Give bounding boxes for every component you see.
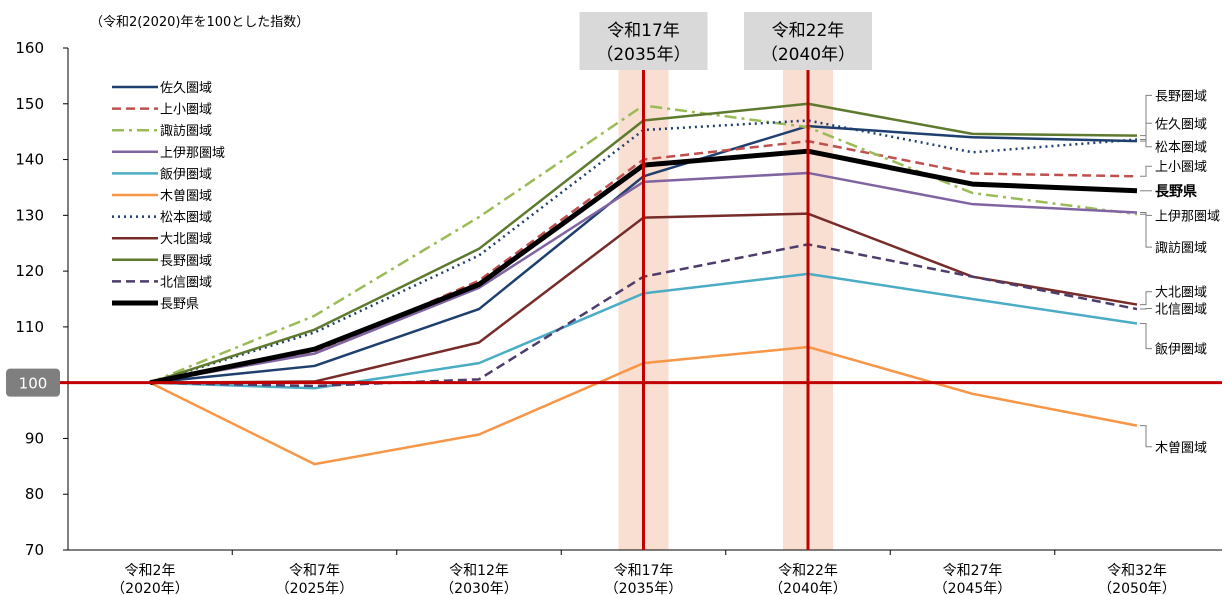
- x-tick-label: 令和17年: [614, 563, 674, 579]
- x-tick-label-year: （2040年）: [769, 581, 847, 595]
- chart-subtitle: （令和2(2020)年を100とした指数）: [90, 15, 309, 30]
- x-tick-label: 令和27年: [943, 563, 1003, 579]
- highlight-lines: [642, 68, 810, 550]
- x-tick-label-year: （2045年）: [934, 581, 1012, 595]
- legend-label-4: 飯伊圏域: [160, 167, 212, 182]
- x-tick-label: 令和7年: [289, 563, 340, 579]
- end-label-1: 佐久圏域: [1155, 117, 1207, 132]
- y-tick-label: 110: [15, 318, 44, 336]
- legend-label-7: 大北圏域: [160, 232, 212, 247]
- y-tick-label: 120: [15, 262, 44, 280]
- end-label-7: 大北圏域: [1155, 286, 1207, 301]
- callouts: 令和17年 （2035年） 令和22年 （2040年）: [579, 12, 872, 70]
- end-label-6: 諏訪圏域: [1155, 240, 1207, 256]
- y-tick-label: 70: [25, 541, 44, 559]
- end-leader-7: [1140, 291, 1152, 306]
- baseline-label: 100: [19, 375, 48, 393]
- x-tick-label-year: （2025年）: [276, 581, 354, 595]
- y-tick-label: 160: [15, 39, 44, 57]
- y-tick-label: 140: [15, 151, 44, 169]
- axes: 70 80 90 110 120 130 140 150 160 令和2年 （2020年） 令和7年 （…: [15, 39, 1222, 595]
- y-tick-label: 130: [15, 206, 44, 224]
- end-label-2: 松本圏域: [1155, 141, 1207, 156]
- y-tick-label: 80: [25, 485, 44, 503]
- end-label-0: 長野圏域: [1155, 89, 1207, 104]
- end-leader-9: [1140, 323, 1152, 350]
- callout-line1-1: 令和22年: [772, 21, 845, 41]
- legend-label-10: 長野県: [160, 297, 199, 312]
- x-tick-label: 令和12年: [449, 563, 509, 579]
- x-tick-label: 令和32年: [1107, 563, 1167, 579]
- legend-label-0: 佐久圏域: [160, 81, 212, 96]
- end-leader-0: [1140, 94, 1152, 137]
- callout-line2-0: （2035年）: [596, 45, 690, 65]
- callout-line1-0: 令和17年: [607, 21, 680, 41]
- legend-label-6: 松本圏域: [160, 211, 212, 226]
- legend-label-5: 木曽圏域: [160, 189, 212, 204]
- baseline-group: 100: [6, 368, 1222, 397]
- x-tick-label-year: （2020年）: [111, 581, 189, 595]
- end-label-4: 長野県: [1155, 184, 1197, 200]
- callout-box-0: [579, 12, 708, 70]
- x-tick-label: 令和2年: [125, 563, 176, 579]
- callout-line2-1: （2040年）: [761, 45, 855, 65]
- legend-label-3: 上伊那圏域: [160, 146, 225, 161]
- x-tick-label: 令和22年: [778, 563, 838, 579]
- end-label-9: 飯伊圏域: [1155, 343, 1207, 358]
- legend: 佐久圏域上小圏域諏訪圏域上伊那圏域飯伊圏域木曽圏域松本圏域大北圏域長野圏域北信圏…: [112, 81, 225, 312]
- end-leader-6: [1140, 213, 1152, 248]
- end-leader-8: [1140, 307, 1152, 310]
- end-label-3: 上小圏域: [1155, 160, 1207, 175]
- end-leader-10: [1140, 425, 1152, 448]
- end-leader-2: [1140, 138, 1152, 148]
- end-label-10: 木曽圏域: [1155, 441, 1207, 456]
- x-tick-label-year: （2035年）: [605, 581, 683, 595]
- highlight-bands: [618, 70, 833, 550]
- legend-label-9: 北信圏域: [160, 275, 212, 290]
- end-label-5: 上伊那圏域: [1155, 209, 1220, 224]
- x-tick-label-year: （2050年）: [1098, 581, 1176, 595]
- baseline-label-box: [6, 368, 60, 397]
- legend-label-8: 長野圏域: [160, 254, 212, 269]
- end-leader-3: [1140, 165, 1152, 177]
- end-leader-1: [1140, 122, 1152, 142]
- y-tick-label: 90: [25, 429, 44, 447]
- end-label-8: 北信圏域: [1155, 302, 1207, 317]
- legend-label-1: 上小圏域: [160, 103, 212, 118]
- end-labels: 長野圏域佐久圏域松本圏域上小圏域長野県上伊那圏域諏訪圏域大北圏域北信圏域飯伊圏域…: [1140, 89, 1220, 456]
- callout-box-1: [744, 12, 872, 70]
- y-tick-label: 150: [15, 95, 44, 113]
- x-tick-label-year: （2030年）: [440, 581, 518, 595]
- legend-label-2: 諏訪圏域: [160, 123, 212, 139]
